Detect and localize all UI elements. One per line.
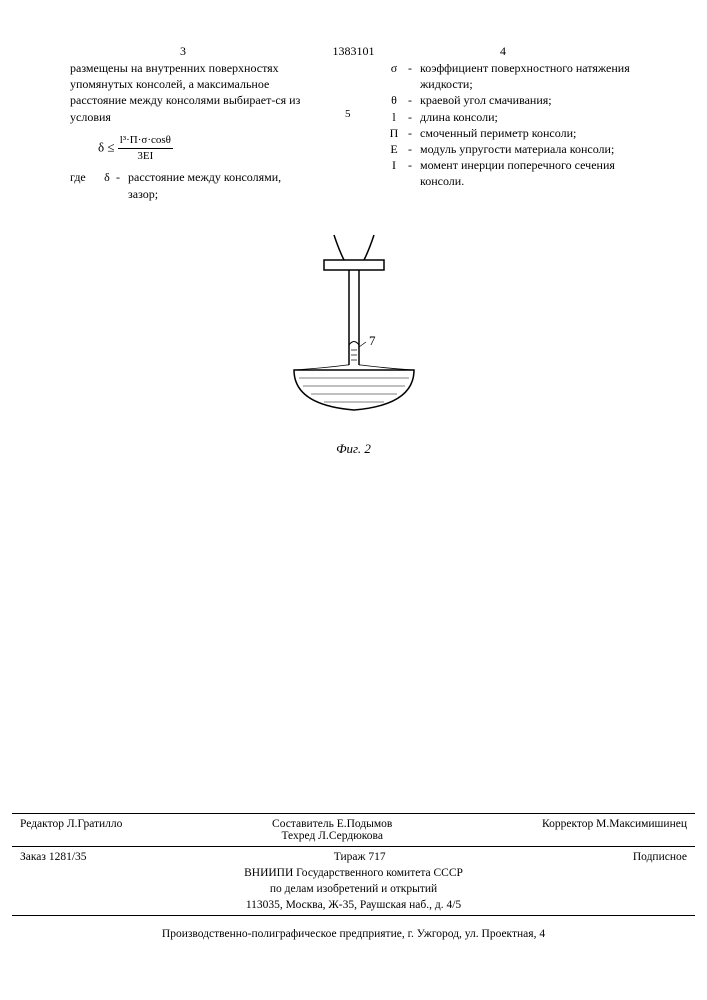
delta-definition: расстояние между консолями, зазор; [128, 169, 310, 201]
where-row: где δ - расстояние между консолями, зазо… [70, 169, 310, 201]
compiler-tech-block: Составитель Е.Подымов Техред Л.Сердюкова [272, 818, 392, 842]
formula-lhs: δ ≤ [98, 139, 115, 154]
def-symbol: П [380, 125, 408, 141]
order-block: Заказ 1281/35 [20, 851, 87, 863]
document-number: 1383101 [333, 44, 375, 59]
def-symbol: l [380, 109, 408, 125]
formula: δ ≤ l³·П·σ·cosθ 3EI [98, 133, 310, 164]
def-symbol: θ [380, 92, 408, 108]
divider [12, 813, 695, 814]
dash: - [408, 141, 420, 157]
tirazh-block: Тираж 717 [334, 851, 386, 863]
formula-numerator: l³·П·σ·cosθ [118, 133, 173, 149]
def-symbol: I [380, 157, 408, 189]
dash: - [408, 109, 420, 125]
org-line-2: по делам изобретений и открытий [12, 881, 695, 897]
divider [12, 915, 695, 916]
formula-denominator: 3EI [118, 149, 173, 164]
printer-line: Производственно-полиграфическое предприя… [12, 918, 695, 940]
dash: - [408, 60, 420, 92]
def-symbol: σ [380, 60, 408, 92]
side-number: 5 [345, 108, 351, 120]
def-row: θ - краевой угол смачивания; [380, 92, 630, 108]
def-text: краевой угол смачивания; [420, 92, 630, 108]
dash: - [408, 125, 420, 141]
divider [12, 846, 695, 847]
def-row: σ - коэффициент поверхностного натяжения… [380, 60, 630, 92]
def-text: момент инерции поперечного сечения консо… [420, 157, 630, 189]
dash: - [116, 169, 128, 201]
right-column: σ - коэффициент поверхностного натяжения… [380, 60, 630, 190]
left-column: размещены на внутренних поверхностях упо… [70, 60, 310, 202]
def-row: I - момент инерции поперечного сечения к… [380, 157, 630, 189]
dash: - [408, 157, 420, 189]
figure-caption: Фиг. 2 [0, 441, 707, 457]
figure-svg: 7 [269, 230, 439, 435]
formula-fraction: l³·П·σ·cosθ 3EI [118, 133, 173, 164]
def-text: модуль упругости материала консоли; [420, 141, 630, 157]
colophon: Редактор Л.Гратилло Составитель Е.Подымо… [12, 811, 695, 940]
address-line: 113035, Москва, Ж-35, Раушская наб., д. … [12, 897, 695, 913]
editor-block: Редактор Л.Гратилло [20, 818, 122, 842]
def-row: П - смоченный периметр консоли; [380, 125, 630, 141]
order-row: Заказ 1281/35 Тираж 717 Подписное [12, 849, 695, 865]
col-num-right: 4 [500, 44, 506, 59]
delta-symbol: δ [98, 169, 116, 201]
dash: - [408, 92, 420, 108]
def-row: E - модуль упругости материала консоли; [380, 141, 630, 157]
where-label: где [70, 169, 98, 201]
def-text: длина консоли; [420, 109, 630, 125]
col-num-left: 3 [180, 44, 186, 59]
def-row: l - длина консоли; [380, 109, 630, 125]
def-symbol: E [380, 141, 408, 157]
left-paragraph: размещены на внутренних поверхностях упо… [70, 60, 310, 125]
figure-area: 7 Фиг. 2 [0, 230, 707, 457]
figure-label-7: 7 [369, 333, 376, 348]
sign-block: Подписное [633, 851, 687, 863]
def-text: коэффициент поверхностного натяжения жид… [420, 60, 630, 92]
def-text: смоченный периметр консоли; [420, 125, 630, 141]
corrector-block: Корректор М.Максимишинец [542, 818, 687, 842]
org-line-1: ВНИИПИ Государственного комитета СССР [12, 865, 695, 881]
credits-row: Редактор Л.Гратилло Составитель Е.Подымо… [12, 816, 695, 844]
